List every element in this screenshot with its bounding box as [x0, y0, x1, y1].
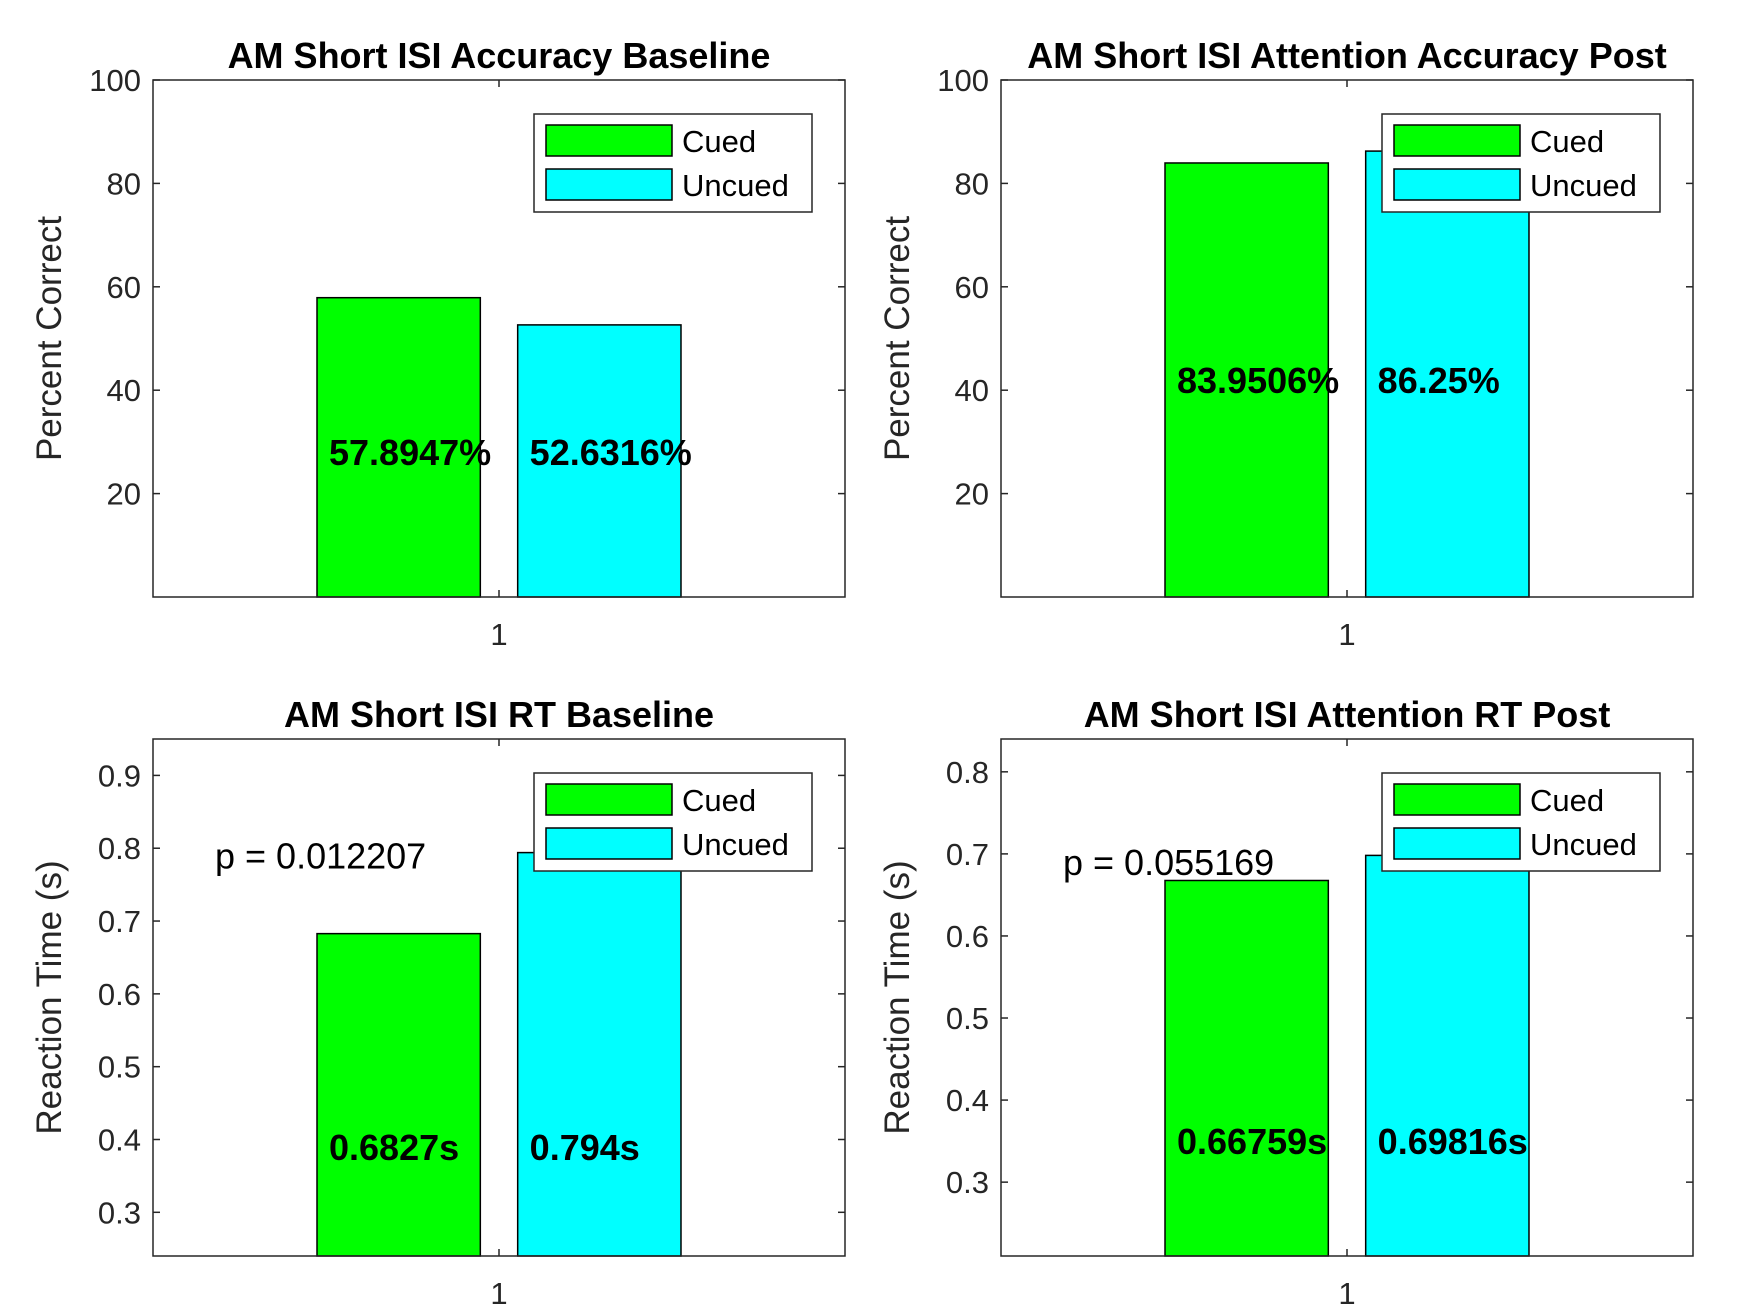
bar-value-label: 0.69816s	[1378, 1121, 1528, 1162]
legend-label: Uncued	[1530, 827, 1637, 862]
p-value-annotation: p = 0.055169	[1063, 842, 1274, 883]
legend-label: Cued	[1530, 783, 1604, 818]
bar-cued	[1164, 879, 1330, 1257]
y-tick-label: 0.6	[98, 977, 141, 1012]
y-tick-label: 0.8	[98, 831, 141, 866]
bar-value-label: 57.8947%	[329, 432, 491, 473]
legend-swatch-uncued	[545, 827, 673, 860]
legend-swatch-cued	[545, 783, 673, 816]
y-tick-label: 40	[955, 373, 989, 408]
legend-label: Uncued	[682, 168, 789, 203]
y-tick-label: 80	[107, 166, 141, 201]
y-tick-label: 0.7	[98, 904, 141, 939]
bar-value-label: 0.66759s	[1177, 1121, 1327, 1162]
bar-value-label: 86.25%	[1378, 360, 1500, 401]
y-axis-label: Reaction Time (s)	[30, 860, 69, 1134]
y-axis-label: Percent Correct	[30, 216, 69, 461]
y-tick-label: 0.3	[98, 1195, 141, 1230]
y-tick-label: 100	[89, 63, 141, 98]
y-tick-label: 60	[107, 270, 141, 305]
legend-swatch-cued	[1393, 124, 1521, 157]
legend-swatch-cued	[545, 124, 673, 157]
bar-uncued	[1364, 854, 1530, 1257]
y-tick-label: 60	[955, 270, 989, 305]
bar-cued	[316, 932, 482, 1257]
y-tick-label: 0.4	[946, 1083, 989, 1118]
chart-panel-4: 0.3 0.4 0.5 0.6 0.7 0.8 1 AM Short ISI Attentio…	[878, 694, 1694, 1311]
x-tick-label: 1	[490, 617, 507, 652]
legend-swatch-cued	[1393, 783, 1521, 816]
y-tick-label: 0.7	[946, 837, 989, 872]
bar-uncued	[516, 324, 682, 598]
y-tick-label: 100	[937, 63, 989, 98]
y-tick-label: 0.4	[98, 1122, 141, 1157]
y-axis-label: Percent Correct	[878, 216, 917, 461]
bar-value-label: 0.6827s	[329, 1127, 459, 1168]
y-tick-label: 0.9	[98, 758, 141, 793]
bar-value-label: 0.794s	[530, 1127, 640, 1168]
legend-label: Uncued	[1530, 168, 1637, 203]
chart-title: AM Short ISI RT Baseline	[284, 694, 714, 735]
y-tick-label: 80	[955, 166, 989, 201]
chart-panel-2: 20 40 60 80 100 1 AM Short ISI Attention Accur…	[878, 35, 1694, 652]
x-tick-label: 1	[1338, 617, 1355, 652]
y-tick-label: 20	[955, 477, 989, 512]
legend: Cued Uncued	[533, 113, 813, 213]
x-tick-label: 1	[1338, 1276, 1355, 1311]
legend: Cued Uncued	[1381, 113, 1661, 213]
y-tick-label: 20	[107, 477, 141, 512]
chart-panel-1: 20 40 60 80 100 1 AM Short ISI Accuracy Baseli…	[30, 35, 846, 652]
y-tick-label: 0.6	[946, 919, 989, 954]
bar-cued	[316, 296, 482, 598]
y-tick-label: 0.3	[946, 1165, 989, 1200]
legend-label: Cued	[1530, 124, 1604, 159]
y-tick-label: 0.8	[946, 755, 989, 790]
legend-label: Uncued	[682, 827, 789, 862]
chart-title: AM Short ISI Attention Accuracy Post	[1027, 35, 1666, 76]
y-tick-label: 0.5	[946, 1001, 989, 1036]
legend-swatch-uncued	[545, 168, 673, 201]
y-tick-label: 0.5	[98, 1050, 141, 1085]
chart-title: AM Short ISI Accuracy Baseline	[228, 35, 771, 76]
chart-title: AM Short ISI Attention RT Post	[1084, 694, 1611, 735]
y-axis-label: Reaction Time (s)	[878, 860, 917, 1134]
legend-swatch-uncued	[1393, 168, 1521, 201]
chart-panel-3: 0.3 0.4 0.5 0.6 0.7 0.8 0.9 1 AM Short ISI RT Ba…	[30, 694, 846, 1311]
p-value-annotation: p = 0.012207	[215, 836, 426, 877]
x-tick-label: 1	[490, 1276, 507, 1311]
bar-value-label: 52.6316%	[530, 432, 692, 473]
bar-uncued	[516, 851, 682, 1257]
legend-swatch-uncued	[1393, 827, 1521, 860]
legend: Cued Uncued	[533, 772, 813, 872]
legend: Cued Uncued	[1381, 772, 1661, 872]
legend-label: Cued	[682, 124, 756, 159]
bar-value-label: 83.9506%	[1177, 360, 1339, 401]
y-tick-label: 40	[107, 373, 141, 408]
legend-label: Cued	[682, 783, 756, 818]
bar-uncued	[1364, 150, 1530, 598]
